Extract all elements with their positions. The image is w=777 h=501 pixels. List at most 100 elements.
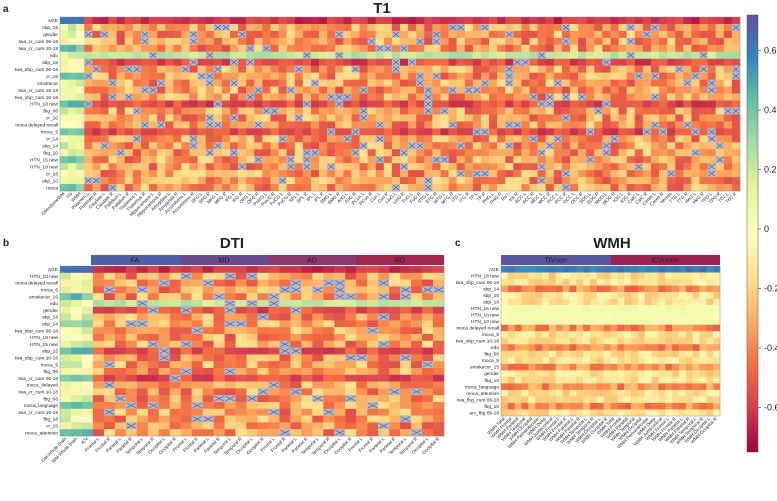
heatmap-cell [683, 107, 692, 115]
heatmap-cell [424, 142, 433, 150]
heatmap-cell [691, 170, 700, 178]
nonsignificant-x-marker [192, 416, 202, 422]
heatmap-cell [301, 313, 313, 321]
heatmap-cell [637, 357, 645, 365]
heatmap-cell [424, 170, 433, 178]
heatmap-cell [589, 396, 598, 404]
heatmap-cell [189, 156, 198, 164]
heatmap-cell [191, 293, 203, 301]
heatmap-cell [624, 331, 632, 338]
heatmap-cell [197, 86, 206, 94]
heatmap-cell [132, 114, 142, 122]
heatmap-cell [257, 286, 269, 294]
heatmap-cell [181, 170, 190, 178]
heatmap-cell [545, 163, 555, 171]
heatmap-cell [537, 121, 546, 129]
heatmap-cell [375, 65, 385, 73]
heatmap-cell [189, 177, 198, 185]
heatmap-cell [631, 298, 639, 306]
heatmap-cell [610, 402, 618, 410]
heatmap-cell [617, 272, 625, 280]
heatmap-cell [489, 114, 498, 122]
heatmap-cell [108, 23, 117, 32]
heatmap-cell [542, 357, 550, 365]
nonsignificant-x-marker [246, 45, 254, 52]
heatmap-cell [205, 37, 215, 46]
heatmap-cell [351, 107, 360, 115]
heatmap-cell [294, 37, 304, 46]
heatmap-cell [731, 121, 741, 129]
heatmap-cell [553, 177, 563, 185]
heatmap-cell [561, 121, 571, 129]
heatmap-cell [542, 383, 550, 391]
heatmap-cell [480, 37, 490, 46]
heatmap-cell [699, 305, 707, 312]
heatmap-cell [238, 184, 247, 192]
heatmap-cell [335, 107, 344, 115]
heatmap-cell [76, 128, 85, 136]
heatmap-cell [60, 184, 69, 192]
heatmap-row-label: sbp_15 [483, 293, 499, 299]
heatmap-cell [312, 354, 324, 362]
nonsignificant-x-marker [538, 101, 545, 107]
heatmap-cell [675, 170, 684, 178]
heatmap-cell [367, 361, 379, 369]
heatmap-cell [610, 396, 618, 404]
heatmap-cell [100, 44, 109, 52]
heatmap-cell [562, 376, 570, 384]
heatmap-cell [472, 23, 482, 32]
heatmap-cell [356, 327, 368, 335]
heatmap-cell [521, 396, 529, 404]
heatmap-cell [553, 156, 563, 164]
heatmap-cell [667, 121, 676, 129]
heatmap-cell [343, 142, 352, 150]
heatmap-cell [618, 177, 627, 185]
heatmap-cell [319, 100, 328, 108]
heatmap-cell [169, 415, 181, 423]
nonsignificant-x-marker [635, 73, 643, 79]
heatmap-cell [596, 292, 604, 299]
heatmap-cell [464, 128, 474, 136]
heatmap-cell [343, 72, 352, 80]
heatmap-cell [683, 177, 692, 185]
heatmap-cell [699, 156, 708, 164]
heatmap-cell [497, 163, 506, 171]
heatmap-row-label: twa_fbg_cum 06-18 [457, 397, 499, 403]
heatmap-cell [246, 381, 258, 389]
heatmap-cell [323, 300, 335, 307]
heatmap-cell [561, 149, 571, 157]
heatmap-cell [400, 374, 412, 382]
heatmap-cell [70, 272, 83, 280]
heatmap-cell [514, 279, 522, 286]
heatmap-cell [60, 100, 69, 108]
heatmap-cell [578, 17, 587, 25]
heatmap-cell [514, 266, 522, 273]
heatmap-cell [448, 170, 457, 178]
nonsignificant-x-marker [360, 143, 367, 149]
heatmap-cell [505, 149, 514, 157]
nonsignificant-x-marker [659, 129, 667, 135]
heatmap-cell [202, 429, 214, 437]
heatmap-cell [400, 422, 412, 430]
heatmap-cell [270, 79, 279, 87]
heatmap-cell [294, 93, 304, 101]
heatmap-cell [422, 313, 434, 321]
heatmap-cell [197, 107, 206, 115]
heatmap-cell [132, 184, 142, 192]
heatmap-cell [76, 23, 85, 32]
heatmap-cell [699, 337, 707, 345]
heatmap-cell [81, 361, 94, 369]
heatmap-cell [81, 429, 94, 437]
heatmap-cell [147, 395, 159, 403]
heatmap-cell [378, 374, 390, 382]
nonsignificant-x-marker [433, 73, 440, 79]
heatmap-cell [678, 383, 686, 391]
heatmap-cell [383, 37, 393, 46]
heatmap-cell [723, 30, 733, 39]
heatmap-cell [238, 51, 247, 59]
heatmap-cell [528, 370, 536, 378]
heatmap-cell [230, 177, 239, 185]
heatmap-cell [545, 135, 555, 143]
heatmap-cell [108, 17, 117, 25]
heatmap-cell [132, 93, 142, 101]
